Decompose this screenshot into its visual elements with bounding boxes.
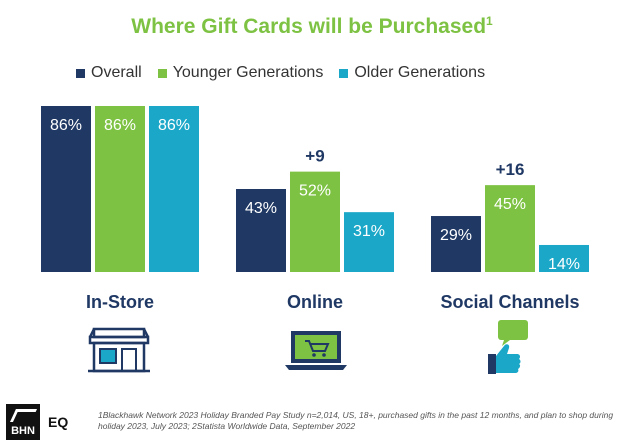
difference-annotation-2: +16 [496,160,525,179]
legend-item-older: Older Generations [339,64,485,82]
legend-item-overall: Overall [76,64,142,82]
title-footnote-marker: 1 [486,14,493,28]
bhn-logo-text: BHN [11,425,35,437]
bar-younger-2 [485,185,535,272]
difference-annotation-1: +9 [305,147,324,166]
legend-swatch-younger [157,68,167,78]
data-label-older-0: 86% [158,117,190,134]
bar-chart: 86% 86% 86% In-Store 43% 52% 31% +9 Online 29% 45%… [41,106,589,312]
legend-label-younger: Younger Generations [172,64,324,81]
brand-logo: BHN EQ [6,404,68,440]
store-icon [88,327,150,373]
footnote: 1Blackhawk Network 2023 Holiday Branded … [98,410,614,431]
legend-label-overall: Overall [91,64,142,81]
bar-older-0 [149,106,199,272]
bhn-logo-mark: BHN [6,404,40,440]
bar-older-2 [539,244,589,272]
bhn-wing-icon [9,409,37,422]
bar-younger-0 [95,106,145,272]
bar-overall-1 [236,189,286,272]
data-label-older-2: 14% [548,256,580,273]
data-label-overall-1: 43% [245,200,277,217]
category-label-2: Social Channels [440,292,579,312]
data-label-younger-0: 86% [104,117,136,134]
data-label-younger-1: 52% [299,183,331,200]
legend-label-older: Older Generations [354,64,486,81]
logo-eq-text: EQ [48,414,69,430]
legend-swatch-overall [76,68,85,78]
data-label-overall-2: 29% [440,227,472,244]
bar-older-1 [344,212,394,272]
bar-overall-0 [41,106,91,272]
thumbs-up-chat-icon [488,320,528,374]
legend-swatch-older [339,68,349,78]
legend-item-younger: Younger Generations [157,64,324,82]
bar-overall-2 [431,216,481,272]
chart-title-text: Where Gift Cards will be Purchased [131,15,487,38]
category-label-0: In-Store [86,292,154,312]
bar-younger-1 [290,171,340,272]
legend: Overall Younger Generations Older Genera… [76,64,485,82]
data-label-older-1: 31% [353,223,385,240]
laptop-cart-icon [285,331,347,370]
data-label-overall-0: 86% [50,117,82,134]
category-label-1: Online [287,292,343,312]
chart-title: Where Gift Cards will be Purchased1 [0,14,624,39]
data-label-younger-2: 45% [494,196,526,213]
